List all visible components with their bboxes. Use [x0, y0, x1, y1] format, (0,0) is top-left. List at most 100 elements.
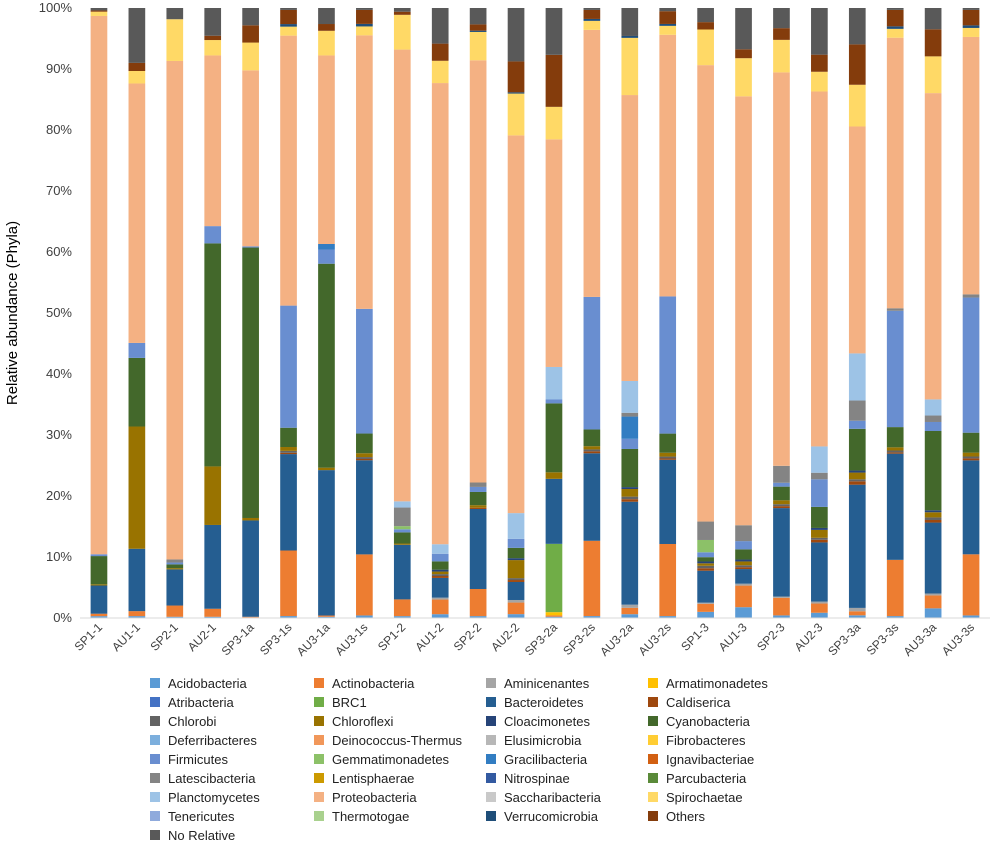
bar-segment	[697, 561, 714, 564]
bar-segment	[166, 616, 184, 618]
legend-label: Parcubacteria	[666, 770, 747, 786]
legend-swatch	[648, 773, 658, 783]
bar-segment	[90, 556, 108, 585]
legend-swatch	[150, 792, 160, 802]
legend-swatch	[648, 754, 658, 764]
bar-segment	[128, 616, 146, 618]
x-tick-label: SP2-3	[754, 620, 788, 654]
bar-segment	[469, 60, 487, 483]
bar-segment	[886, 447, 904, 451]
bar-segment	[962, 27, 980, 37]
y-tick-label: 60%	[46, 244, 72, 259]
legend-label: Firmicutes	[168, 751, 228, 767]
bar-segment	[318, 243, 335, 250]
bar-segment	[583, 451, 601, 454]
legend-item: Saccharibacteria	[486, 788, 601, 806]
bar-segment	[773, 504, 790, 507]
legend-item: Bacteroidetes	[486, 693, 584, 711]
bar-segment	[659, 296, 677, 434]
bar-segment	[697, 22, 714, 30]
bar-segment	[735, 549, 752, 560]
legend-swatch	[648, 678, 658, 688]
bar-segment	[204, 35, 222, 41]
legend-swatch	[648, 792, 658, 802]
legend-item: Gemmatimonadetes	[314, 750, 449, 768]
bar-segment	[280, 452, 297, 455]
bar-segment	[962, 554, 980, 616]
bar-segment	[924, 421, 942, 431]
bar-segment	[204, 524, 222, 609]
bar-segment	[242, 616, 259, 618]
bar-segment	[242, 517, 259, 521]
legend-label: Bacteroidetes	[504, 694, 584, 710]
legend-label: Actinobacteria	[332, 675, 415, 691]
legend-swatch	[150, 735, 160, 745]
bar-segment	[128, 426, 146, 549]
legend-swatch	[314, 735, 324, 745]
bar-segment	[356, 458, 373, 461]
legend-item: Thermotogae	[314, 807, 409, 825]
bar-segment	[469, 589, 487, 617]
bar-segment	[128, 357, 146, 427]
bar-segment	[735, 96, 752, 526]
bar-segment	[356, 23, 373, 27]
bar-segment	[356, 453, 373, 458]
bar-segment	[848, 611, 866, 616]
bar-segment	[924, 522, 942, 594]
legend-label: Armatimonadetes	[666, 675, 768, 691]
bar-segment	[280, 305, 297, 428]
x-tick-label: AU2-2	[488, 620, 522, 654]
bar-segment	[886, 427, 904, 448]
bar-segment	[773, 39, 790, 73]
x-tick-label: SP2-1	[147, 620, 181, 654]
legend-label: Caldiserica	[666, 694, 731, 710]
bar-segment	[886, 559, 904, 617]
bar-segment	[204, 616, 222, 618]
bar-segment	[431, 577, 449, 598]
bar-segment	[545, 612, 563, 616]
bar-segment	[545, 403, 563, 473]
bar-segment	[697, 603, 714, 612]
legend-label: Spirochaetae	[666, 789, 743, 805]
bar-segment	[545, 478, 563, 544]
bar-segment	[431, 597, 449, 600]
bar-segment	[773, 72, 790, 466]
bar-segment	[773, 506, 790, 509]
legend-swatch	[648, 697, 658, 707]
bar-segment	[166, 605, 184, 617]
bar-segment	[545, 616, 563, 618]
bar-segment	[431, 576, 449, 578]
y-tick-label: 10%	[46, 549, 72, 564]
legend-label: Latescibacteria	[168, 770, 256, 786]
legend-swatch	[486, 773, 496, 783]
bar-segment	[659, 543, 677, 617]
bar-segment	[356, 35, 373, 309]
bar-segment	[962, 458, 980, 461]
bar-segment	[583, 18, 601, 21]
y-tick-label: 0%	[53, 610, 72, 625]
bar-segment	[659, 34, 677, 297]
bar-segment	[507, 599, 525, 603]
bar-segment	[697, 521, 714, 540]
bar-segment	[128, 83, 146, 343]
bar-segment	[773, 8, 790, 29]
y-tick-label: 30%	[46, 427, 72, 442]
bar-segment	[280, 24, 297, 27]
bar-segment	[280, 450, 297, 453]
bar-segment	[962, 456, 980, 459]
bar-segment	[735, 561, 752, 566]
legend-swatch	[486, 735, 496, 745]
bar-segment	[242, 8, 259, 26]
legend-swatch	[486, 716, 496, 726]
legend-swatch	[486, 754, 496, 764]
bar-segment	[507, 581, 525, 600]
legend-label: Gemmatimonadetes	[332, 751, 450, 767]
bar-segment	[773, 500, 790, 505]
legend-swatch	[150, 830, 160, 840]
bar-segment	[886, 616, 904, 618]
bar-segment	[280, 454, 297, 551]
bar-segment	[697, 602, 714, 604]
x-tick-label: SP1-1	[72, 620, 106, 654]
legend-label: Elusimicrobia	[504, 732, 582, 748]
bar-segment	[507, 538, 525, 548]
